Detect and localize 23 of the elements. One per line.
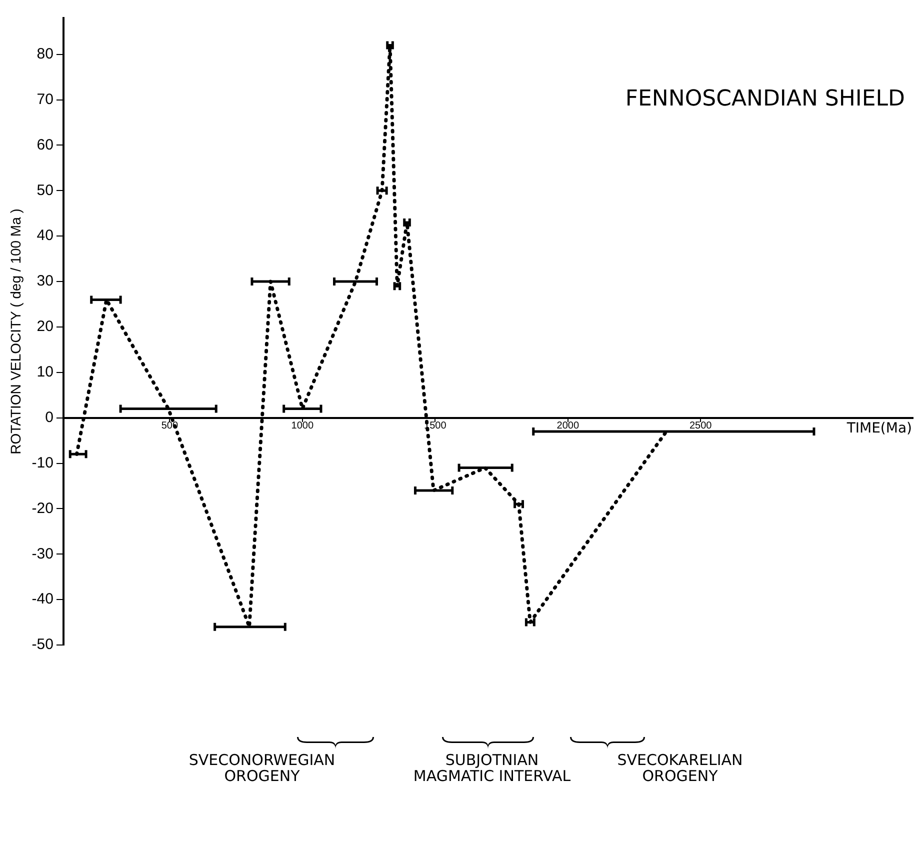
y-tick-label: 70 [36, 90, 54, 108]
y-tick-label: -30 [32, 545, 54, 562]
y-tick-label: 20 [36, 318, 54, 336]
y-axis-title: ROTATION VELOCITY ( deg / 100 Ma ) [7, 208, 24, 454]
y-tick-label: -10 [32, 454, 54, 472]
x-axis-title: TIME(Ma) [846, 420, 912, 436]
y-tick-label: 10 [36, 364, 54, 381]
y-tick-label: -40 [32, 590, 54, 608]
y-tick-label: 0 [45, 408, 54, 426]
y-tick-label: 80 [36, 45, 54, 62]
y-tick-label: -20 [32, 500, 54, 517]
x-tick-label: 2000 [556, 420, 580, 432]
text: SVECONORWEGIAN OROGENY [188, 751, 336, 785]
y-tick-label: 40 [36, 227, 54, 244]
x-tick-label: 2500 [689, 420, 712, 432]
x-tick-label: 1000 [291, 420, 314, 432]
y-tick-label: 60 [36, 136, 54, 154]
y-tick-label: 30 [36, 272, 54, 290]
y-tick-label: -50 [32, 636, 54, 654]
y-tick-label: 50 [36, 182, 54, 199]
text: SUBJOTNIAN MAGMATIC INTERVAL [413, 751, 571, 785]
text: FENNOSCANDIAN SHIELD [625, 86, 905, 112]
text: SVECOKARELIAN OROGENY [617, 751, 743, 785]
